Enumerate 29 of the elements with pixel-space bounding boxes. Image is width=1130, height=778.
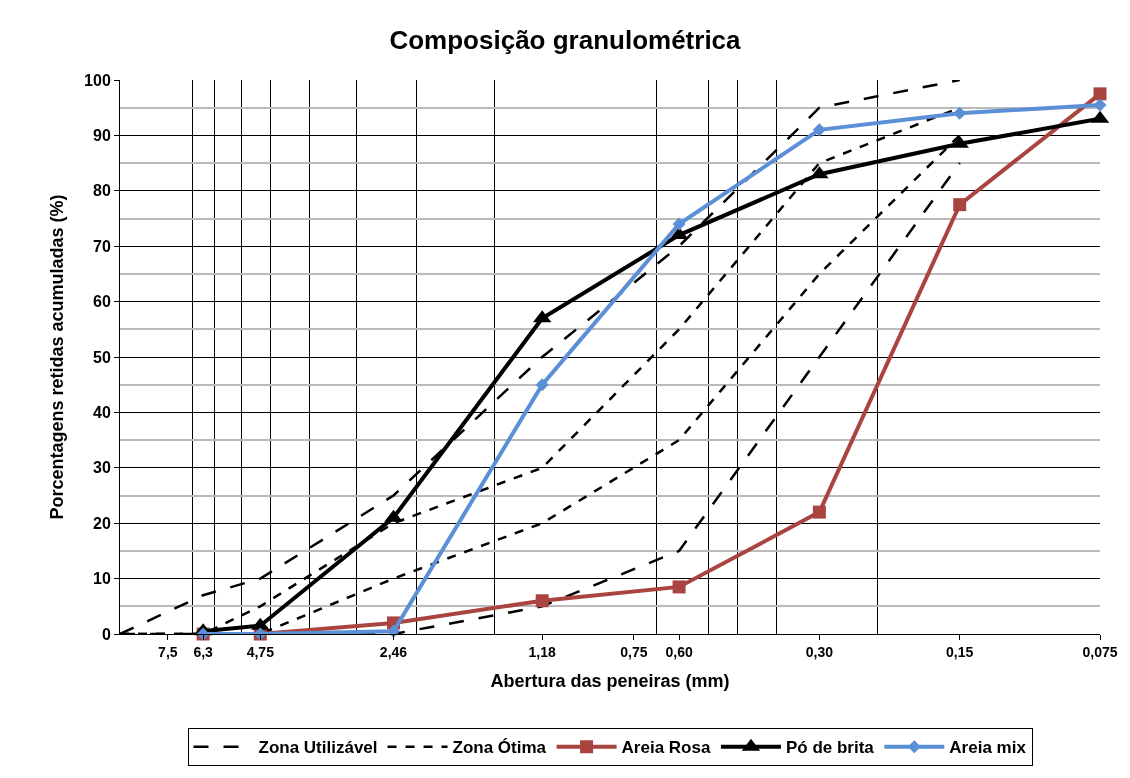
legend-label: Pó de brita (785, 738, 875, 758)
y-tick-label: 30 (93, 459, 111, 477)
y-tick-label: 20 (93, 514, 111, 532)
legend-label: Areia Rosa (621, 738, 711, 758)
y-tick-label: 0 (101, 625, 111, 643)
y-tick-label: 80 (93, 182, 111, 200)
legend-label: Zona Utilizável (258, 738, 378, 758)
x-tick-label: 0,075 (1082, 643, 1118, 660)
y-tick-label: 70 (93, 237, 111, 255)
x-tick-label: 0,75 (620, 643, 648, 660)
y-tick-label: 40 (93, 404, 111, 421)
x-tick-label: 2,46 (379, 643, 408, 660)
y-axis-title: Porcentagens retidas acumuladas (%) (47, 194, 68, 520)
y-tick-label: 10 (93, 570, 111, 588)
legend-label: Zona Ótima (452, 738, 547, 758)
x-tick-label: 0,60 (665, 643, 693, 660)
y-tick-label: 90 (93, 127, 111, 144)
y-tick-label: 50 (93, 348, 111, 366)
x-tick-label: 0,15 (946, 643, 974, 660)
x-tick-label: 0,30 (805, 643, 834, 660)
legend-label: Areia mix (949, 738, 1027, 758)
x-tick-label: 4,75 (246, 643, 275, 660)
y-tick-label: 100 (84, 71, 111, 89)
x-axis-title: Abertura das peneiras (mm) (490, 670, 730, 691)
x-tick-label: 6,3 (193, 643, 214, 660)
y-tick-label: 60 (93, 293, 111, 311)
x-tick-label: 1,18 (528, 643, 557, 660)
chart-title: Composição granulométrica (389, 25, 742, 56)
x-tick-label: 7,5 (158, 643, 178, 660)
